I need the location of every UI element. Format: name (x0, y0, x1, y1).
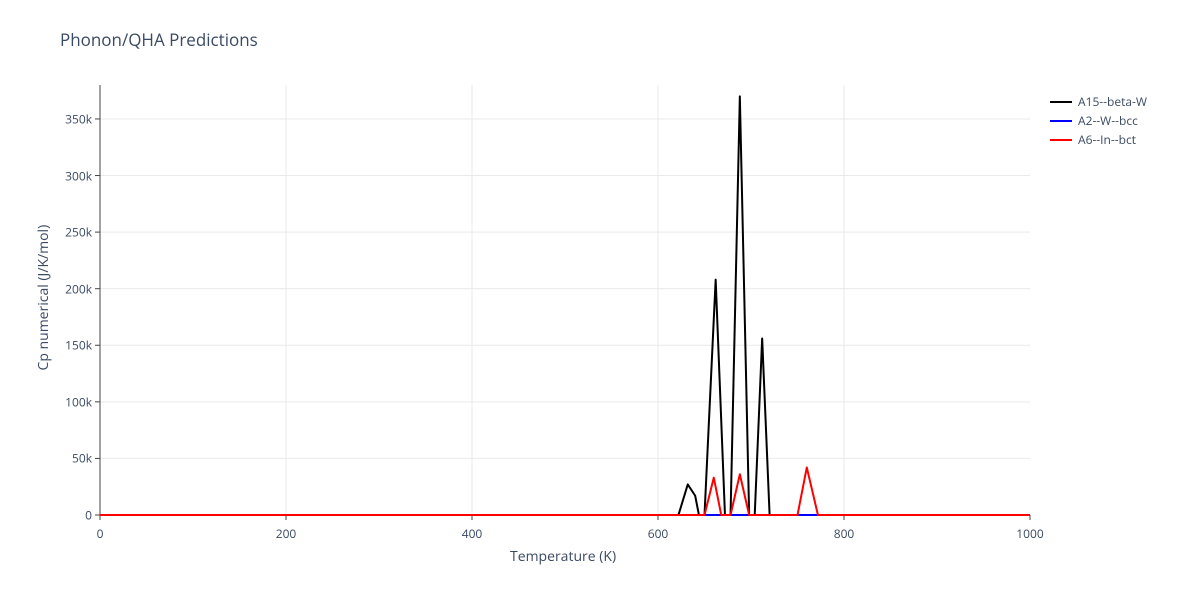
legend-label: A6--In--bct (1078, 131, 1136, 148)
x-tick: 400 (462, 525, 483, 542)
y-tick: 250k (60, 224, 92, 241)
y-tick: 300k (60, 167, 92, 184)
chart-container: Phonon/QHA Predictions Cp numerical (J/K… (0, 0, 1200, 600)
x-axis-label: Temperature (K) (510, 547, 616, 566)
y-tick: 150k (60, 337, 92, 354)
x-tick: 0 (97, 525, 104, 542)
x-tick: 800 (834, 525, 855, 542)
y-axis-label: Cp numerical (J/K/mol) (34, 225, 53, 371)
chart-title: Phonon/QHA Predictions (60, 28, 258, 51)
legend-swatch (1050, 139, 1072, 141)
x-tick: 1000 (1016, 525, 1043, 542)
series-line-0[interactable] (100, 96, 1030, 515)
x-tick: 600 (648, 525, 669, 542)
legend-swatch (1050, 120, 1072, 122)
legend-item[interactable]: A15--beta-W (1050, 92, 1147, 111)
legend-item[interactable]: A2--W--bcc (1050, 111, 1147, 130)
y-tick: 100k (60, 393, 92, 410)
y-tick: 0 (60, 507, 92, 524)
legend-label: A2--W--bcc (1078, 112, 1138, 129)
y-tick: 50k (60, 450, 92, 467)
y-tick: 350k (60, 110, 92, 127)
legend[interactable]: A15--beta-W A2--W--bcc A6--In--bct (1050, 92, 1147, 149)
x-tick: 200 (276, 525, 297, 542)
plot-area[interactable] (90, 75, 1040, 525)
legend-label: A15--beta-W (1078, 93, 1147, 110)
series-line-2[interactable] (100, 467, 1030, 515)
legend-swatch (1050, 101, 1072, 103)
y-tick: 200k (60, 280, 92, 297)
legend-item[interactable]: A6--In--bct (1050, 130, 1147, 149)
